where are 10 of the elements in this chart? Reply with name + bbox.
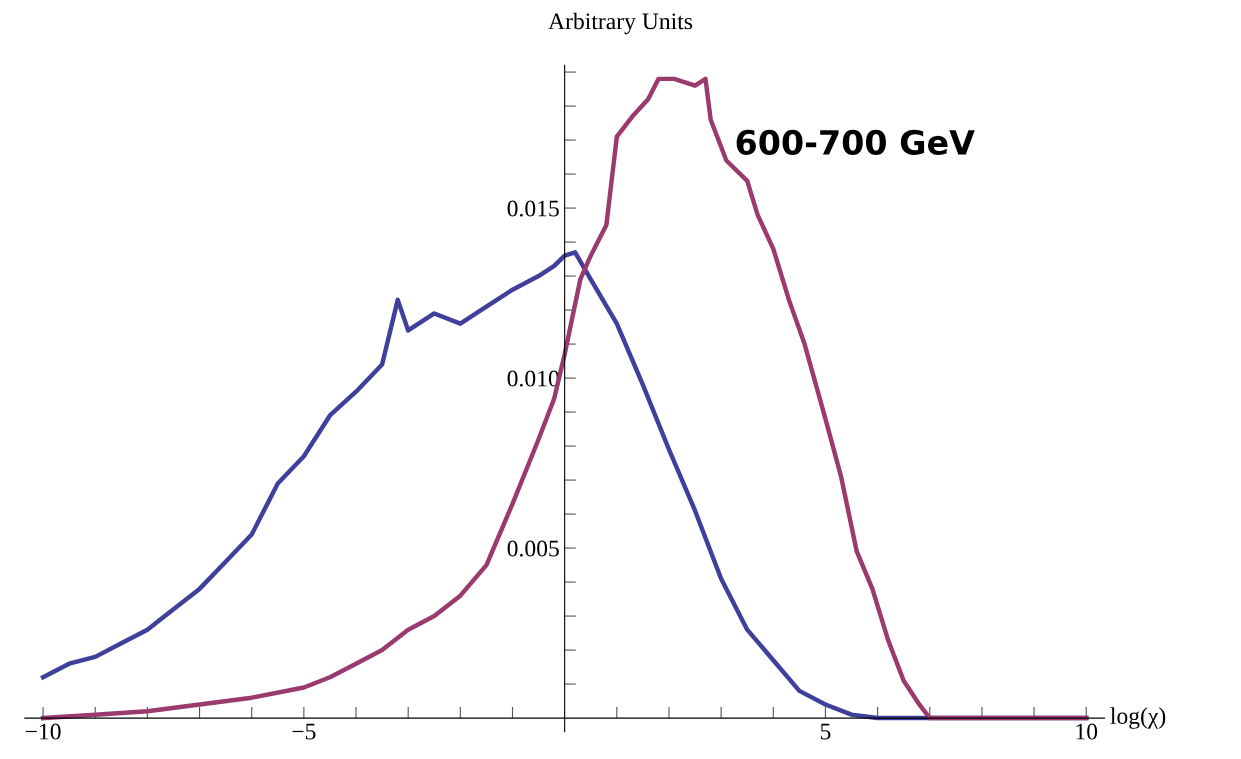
x-axis-title: log(χ) bbox=[1110, 707, 1166, 729]
x-tick-label: 10 bbox=[1076, 723, 1098, 740]
y-tick-label: 0.015 bbox=[507, 200, 559, 217]
y-axis-title: Arbitrary Units bbox=[548, 12, 693, 35]
line-series bbox=[40, 76, 1089, 721]
y-tick-label: 0.005 bbox=[507, 540, 559, 557]
x-tick-label: 5 bbox=[820, 723, 831, 740]
annotation: 600-700 GeV bbox=[736, 129, 975, 155]
x-tick-label: −5 bbox=[292, 723, 316, 740]
x-tick-label: −10 bbox=[25, 723, 61, 740]
